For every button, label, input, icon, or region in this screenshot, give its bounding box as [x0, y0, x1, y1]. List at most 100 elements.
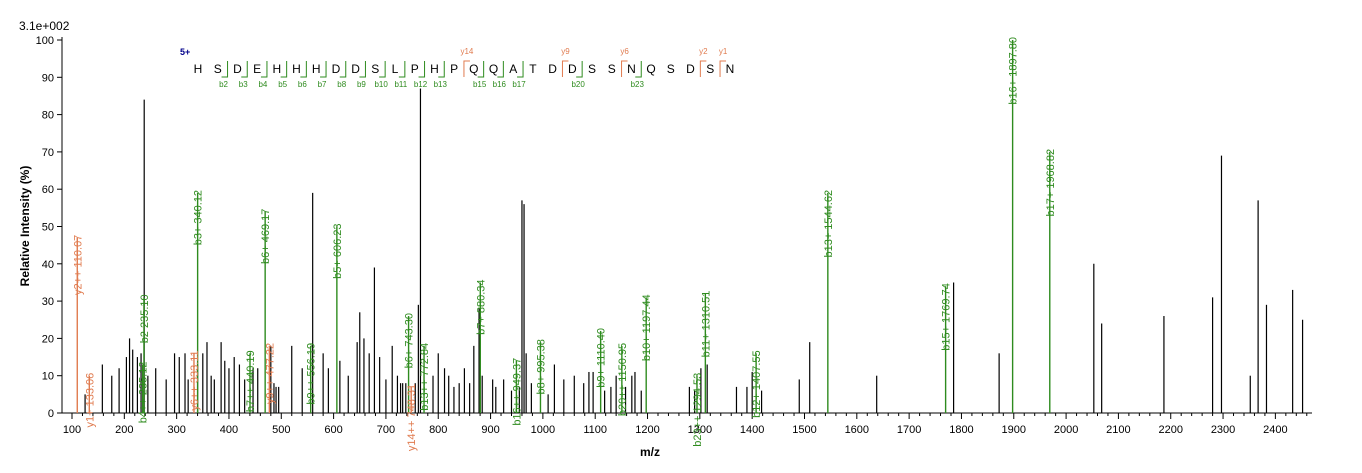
- sequence-residue: S: [588, 62, 596, 76]
- peak-label: b7++ 440.19: [245, 350, 257, 412]
- sequence-residue: A: [509, 62, 517, 76]
- peak-label: b13++ 772.84: [419, 343, 431, 411]
- sequence-residue: H: [292, 62, 301, 76]
- sequence-annotation: 5+H S D E H H H D D S L P H P Q Q A T D D S S N Q S D S Nb2 b3 b4 b5 b6…: [180, 47, 734, 89]
- x-tick-label: 300: [167, 424, 185, 436]
- y-tick-label: 100: [36, 35, 54, 47]
- sequence-residue: L: [392, 62, 399, 76]
- sequence-residue: H: [312, 62, 321, 76]
- b-ion-bracket: [477, 61, 485, 78]
- b-ion-tag: b6: [298, 80, 307, 89]
- b-ion-tag: b9: [357, 80, 366, 89]
- peak-label: b9+ 1110.40: [596, 328, 608, 388]
- peak-label: b11+ 1310.51: [700, 291, 712, 358]
- b-ion-tag: b7: [318, 80, 327, 89]
- x-tick-label: 1000: [531, 424, 555, 436]
- y-ion-tag: y1: [719, 47, 728, 56]
- x-tick-label: 1500: [792, 424, 816, 436]
- sequence-residue: S: [608, 62, 616, 76]
- sequence-residue: Q: [646, 62, 655, 76]
- b-ion-tag: b4: [258, 80, 267, 89]
- b-ion-tag: b3: [239, 80, 248, 89]
- y-ion-tag: y9: [561, 47, 570, 56]
- b-ion-bracket: [320, 61, 327, 78]
- b-ion-bracket: [497, 61, 504, 78]
- b-ion-tag: b2: [219, 80, 228, 89]
- y-tick-label: 20: [42, 333, 54, 345]
- sequence-residue: N: [627, 62, 636, 76]
- peak-label: y1+ 133.06: [84, 373, 96, 428]
- x-tick-label: 700: [377, 424, 395, 436]
- sequence-residue: S: [706, 62, 714, 76]
- sequence-residue: D: [233, 62, 242, 76]
- x-tick-label: 1900: [1002, 424, 1026, 436]
- x-tick-label: 100: [63, 424, 81, 436]
- b-ion-tag: b17: [512, 80, 526, 89]
- peak-label: b4++ 235.12: [138, 362, 150, 424]
- sequence-residue: H: [430, 62, 439, 76]
- x-tick-label: 2300: [1211, 424, 1235, 436]
- x-tick-label: 2400: [1263, 424, 1287, 436]
- b-ion-bracket: [300, 61, 307, 78]
- b-ion-tag: b5: [278, 80, 287, 89]
- x-tick-label: 1600: [845, 424, 869, 436]
- peaks-layer: [76, 40, 1304, 413]
- b-ion-tag: b20: [571, 80, 585, 89]
- b-ion-bracket: [280, 61, 288, 78]
- y-ion-tag: y14: [460, 47, 473, 56]
- peak-label: b3+ 340.12: [193, 190, 205, 245]
- y-tick-label: 10: [42, 371, 54, 383]
- b-ion-bracket: [379, 61, 386, 78]
- b-ion-bracket: [438, 61, 445, 78]
- x-tick-label: 900: [481, 424, 499, 436]
- x-tick-label: 400: [220, 424, 238, 436]
- y-tick-label: 0: [48, 408, 54, 420]
- b-ion-tag: b10: [374, 80, 388, 89]
- charge-state: 5+: [180, 47, 190, 57]
- peak-label: y2++ 110.07: [72, 235, 84, 295]
- y-ion-bracket: [463, 60, 470, 77]
- b-ion-bracket: [418, 61, 426, 78]
- peak-label: y6++ 333.11: [189, 350, 201, 410]
- b-ion-tag: b16: [493, 80, 507, 89]
- peak-label: b23++ 1294.53: [692, 373, 704, 447]
- x-tick-label: 1700: [897, 424, 921, 436]
- y-ion-tag: y6: [620, 47, 629, 56]
- sequence-residue: Q: [469, 62, 478, 76]
- b-ion-tag: b13: [434, 80, 448, 89]
- b-ion-bracket: [339, 61, 347, 78]
- b-ion-bracket: [576, 61, 583, 78]
- intensity-scale-label: 3.1e+002: [19, 19, 70, 33]
- peak-label: b6+ 743.30: [404, 313, 416, 368]
- sequence-residue: S: [214, 62, 222, 76]
- y-ion-bracket: [561, 60, 569, 77]
- b-ion-bracket: [635, 61, 642, 78]
- y-ion-bracket: [719, 60, 727, 77]
- peak-label: b16++ 949.37: [511, 358, 523, 426]
- b-ion-bracket: [260, 61, 268, 78]
- sequence-residue: T: [529, 62, 537, 76]
- y-ion-bracket: [699, 60, 707, 77]
- sequence-residue: D: [686, 62, 695, 76]
- peak-label: b15+ 1769.74: [941, 283, 953, 351]
- x-tick-label: 500: [272, 424, 290, 436]
- b-ion-bracket: [359, 61, 366, 78]
- peak-label: y9++ 477.22: [264, 343, 276, 404]
- x-tick-label: 800: [429, 424, 447, 436]
- sequence-residue: D: [332, 62, 341, 76]
- peak-label: b2 235.10: [139, 294, 151, 343]
- sequence-residue: E: [253, 62, 261, 76]
- sequence-residue: P: [411, 62, 419, 76]
- peak-label: y14++ 748.31: [406, 384, 418, 451]
- y-ion-bracket: [621, 60, 628, 77]
- x-axis-title: m/z: [640, 445, 660, 459]
- x-tick-label: 1800: [949, 424, 973, 436]
- b-ion-tag: b11: [394, 80, 407, 89]
- x-tick-label: 1300: [688, 424, 712, 436]
- peak-label: b17+ 1968.82: [1045, 149, 1057, 217]
- sequence-residue: H: [272, 62, 281, 76]
- sequence-residue: H: [194, 62, 203, 76]
- sequence-residue: S: [667, 62, 675, 76]
- peak-label: b10+ 1197.44: [641, 294, 653, 361]
